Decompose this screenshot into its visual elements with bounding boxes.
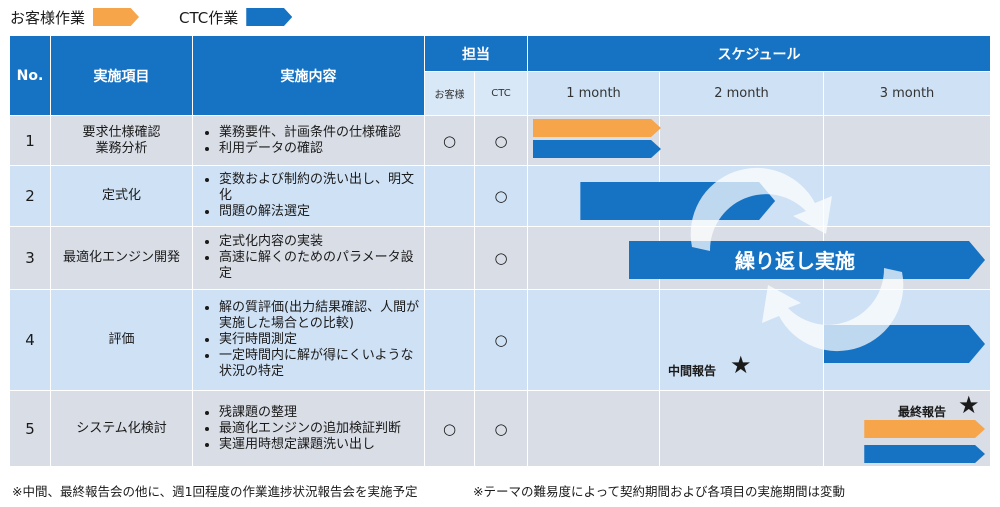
row-item: 評価	[50, 289, 193, 391]
schedule-bar-customer-row-1	[533, 119, 661, 137]
legend-ctc-label: CTC作業	[179, 8, 239, 27]
row-item: 定式化	[50, 165, 193, 227]
cycle-arrow-top	[690, 167, 832, 251]
owner-ctc-mark: ○	[474, 226, 528, 290]
content-bullet: 業務要件、計画条件の仕様確認	[219, 125, 424, 141]
legend-customer-swatch	[93, 8, 140, 26]
legend: お客様作業 CTC作業	[10, 5, 332, 29]
content-bullet: 一定時間内に解が得にくいような状況の特定	[219, 348, 424, 380]
content-bullet: 問題の解法選定	[219, 204, 424, 220]
header-owner-customer: お客様	[424, 71, 475, 116]
content-bullet: 解の質評価(出力結果確認、人間が実施した場合との比較)	[219, 300, 424, 332]
row-item: システム化検討	[50, 390, 193, 467]
owner-customer-mark: ○	[424, 390, 475, 467]
legend-ctc: CTC作業	[179, 7, 293, 28]
header-month-3: 3 month	[822, 71, 992, 116]
owner-ctc-mark: ○	[474, 390, 528, 467]
content-bullet: 変数および制約の洗い出し、明文化	[219, 172, 424, 204]
content-bullet: 実運用時想定課題洗い出し	[219, 437, 424, 453]
content-bullet: 実行時間測定	[219, 332, 424, 348]
final-report-star-icon: ★	[958, 391, 980, 419]
footnote-right: ※テーマの難易度によって契約期間および各項目の実施期間は変動	[473, 484, 845, 499]
header-content: 実施内容	[192, 35, 425, 116]
cycle-arrow-bottom	[762, 268, 904, 352]
row-item-line1: 最適化エンジン開発	[62, 250, 180, 265]
content-bullet: 最適化エンジンの追加検証判断	[219, 421, 424, 437]
row-no: 1	[9, 115, 51, 166]
owner-ctc-mark: ○	[474, 289, 528, 391]
owner-ctc-mark: ○	[474, 115, 528, 166]
row-item-line1: システム化検討	[76, 420, 167, 436]
final-report-label: 最終報告	[898, 405, 947, 419]
row-item-line1: 評価	[108, 332, 135, 347]
row-item-line1: 定式化	[101, 188, 141, 203]
row-item: 要求仕様確認 業務分析	[50, 115, 193, 166]
schedule-bar-ctc-row-3	[629, 241, 985, 279]
content-bullet: 高速に解くのためのパラメータ設定	[219, 250, 424, 282]
schedule-table: No. 実施項目 実施内容 担当 スケジュール お客様 CTC 1 month …	[9, 35, 992, 467]
interim-report-star-icon: ★	[730, 351, 752, 379]
header-item: 実施項目	[50, 35, 193, 116]
header-schedule: スケジュール	[526, 35, 992, 72]
header-owner: 担当	[424, 35, 528, 72]
schedule-bar-ctc-row-5	[864, 445, 985, 463]
content-bullet: 残課題の整理	[219, 405, 424, 421]
legend-ctc-swatch	[246, 8, 293, 26]
table-row: 4 評価 解の質評価(出力結果確認、人間が実施した場合との比較) 実行時間測定 …	[9, 289, 992, 391]
interim-report-label: 中間報告	[668, 364, 717, 378]
schedule-cell	[822, 115, 992, 166]
schedule-cell	[659, 289, 824, 391]
owner-customer-mark	[424, 289, 475, 391]
footnote-left: ※中間、最終報告会の他に、週1回程度の作業進捗状況報告会を実施予定	[12, 484, 418, 499]
row-content: 業務要件、計画条件の仕様確認 利用データの確認	[192, 115, 425, 166]
cycle-label: 繰り返し実施	[735, 249, 855, 273]
content-bullet: 利用データの確認	[219, 141, 424, 157]
row-content: 定式化内容の実装 高速に解くのためのパラメータ設定	[192, 226, 425, 290]
row-no: 4	[9, 289, 51, 391]
schedule-bar-ctc-row-1	[533, 140, 661, 158]
row-item-line1: 要求仕様確認	[82, 124, 161, 140]
schedule-cell	[659, 390, 824, 467]
header-owner-ctc: CTC	[474, 71, 528, 116]
header-month-1: 1 month	[527, 71, 660, 116]
content-bullet: 定式化内容の実装	[219, 234, 424, 250]
owner-customer-mark	[424, 226, 475, 290]
legend-customer: お客様作業	[10, 7, 140, 28]
schedule-cell	[822, 165, 992, 227]
schedule-cell	[527, 289, 660, 391]
row-content: 変数および制約の洗い出し、明文化 問題の解法選定	[192, 165, 425, 227]
schedule-bar-customer-row-5	[864, 420, 985, 438]
legend-customer-label: お客様作業	[10, 8, 86, 27]
row-no: 5	[9, 390, 51, 467]
row-content: 残課題の整理 最適化エンジンの追加検証判断 実運用時想定課題洗い出し	[192, 390, 425, 467]
row-item: 最適化エンジン開発	[50, 226, 193, 290]
header-month-2: 2 month	[659, 71, 824, 116]
schedule-cell	[527, 390, 660, 467]
owner-ctc-mark: ○	[474, 165, 528, 227]
owner-customer-mark: ○	[424, 115, 475, 166]
row-no: 2	[9, 165, 51, 227]
row-item-line2: 業務分析	[95, 140, 148, 156]
schedule-cell	[659, 115, 824, 166]
